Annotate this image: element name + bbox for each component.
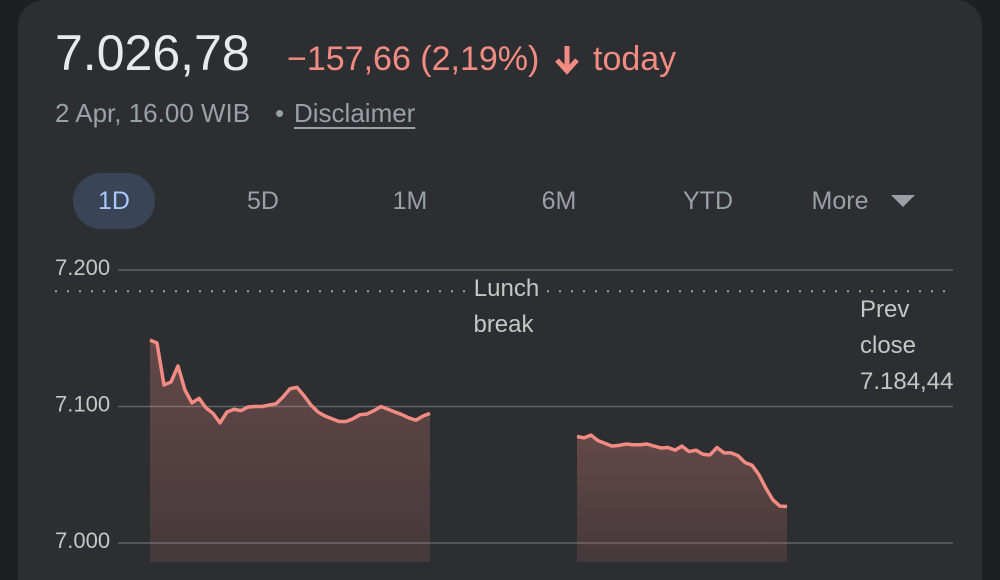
page: 7.026,78 −157,66 (2,19%) today 2 Apr, 16… xyxy=(18,0,982,580)
area xyxy=(577,435,787,562)
tab-6m[interactable]: 6M xyxy=(541,187,577,215)
lunch-break-text: Lunch break xyxy=(470,275,540,338)
tab-ytd[interactable]: YTD xyxy=(683,187,733,215)
tab-1d[interactable]: 1D xyxy=(73,173,155,229)
price-line xyxy=(149,338,431,425)
price-change: −157,66 (2,19%) xyxy=(287,40,540,78)
tab-1m[interactable]: 1M xyxy=(392,187,428,215)
y-tick-label: 7.100 xyxy=(55,391,110,416)
prev-close-value: 7.184,44 xyxy=(860,368,954,395)
y-tick-label: 7.200 xyxy=(55,255,110,280)
separator: • xyxy=(275,98,285,128)
down-arrow xyxy=(555,46,579,75)
price-line xyxy=(576,433,788,509)
prev-close-title: Prev close xyxy=(860,296,917,359)
more-caret xyxy=(891,195,915,207)
disclaimer-link[interactable]: Disclaimer xyxy=(294,98,416,128)
area xyxy=(150,340,430,562)
chart: 7.000 7.100 7.200 xyxy=(55,255,953,562)
price: 7.026,78 xyxy=(55,25,250,81)
prev-close-box: Prev close 7.184,44 xyxy=(860,292,970,400)
tab-5d[interactable]: 5D xyxy=(247,187,279,215)
change-period: today xyxy=(593,40,677,78)
lunch-break-label: Lunch break xyxy=(462,271,548,343)
tab-more[interactable]: More xyxy=(811,187,869,215)
y-tick-label: 7.000 xyxy=(55,528,110,553)
timestamp: 2 Apr, 16.00 WIB xyxy=(55,98,251,128)
